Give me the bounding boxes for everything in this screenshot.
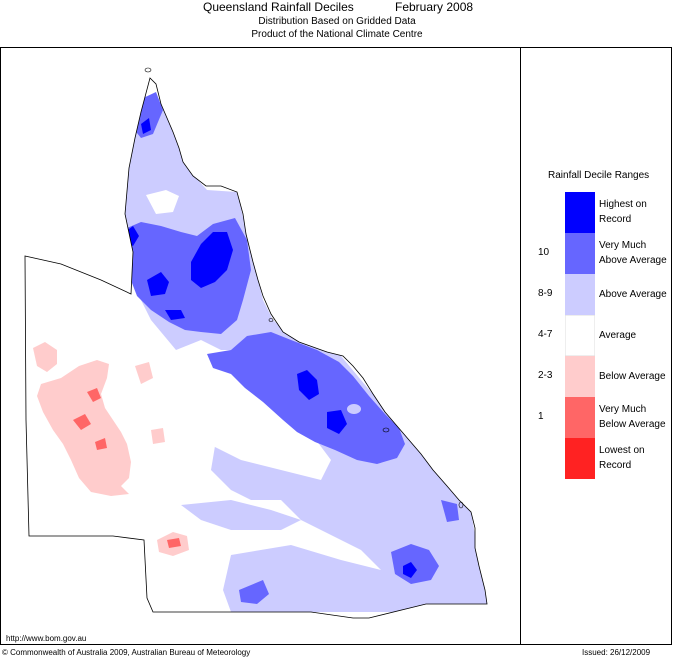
legend-code: 4-7 [538, 329, 553, 340]
legend-swatch [565, 192, 595, 233]
below-average-region-cape [179, 128, 187, 146]
map-title: Queensland Rainfall Deciles [203, 0, 354, 14]
legend-swatch [565, 233, 595, 274]
island-east-2 [382, 427, 390, 433]
island-north [144, 67, 152, 73]
legend-label-line1: Very Much [599, 404, 647, 415]
legend-label-line1: Highest on [599, 199, 647, 210]
above-average-region-west [181, 500, 301, 530]
very-much-above-region-southwest [239, 580, 269, 604]
highest-region-south [403, 562, 417, 578]
below-average-region-small-1 [135, 362, 153, 384]
legend-code: 2-3 [538, 370, 553, 381]
legend-swatch [565, 356, 595, 397]
highest-region-central-1 [297, 370, 319, 400]
subtitle-product: Product of the National Climate Centre [251, 29, 423, 40]
highest-region-gulf-1 [191, 232, 233, 288]
legend-label-line1: Average [599, 330, 637, 341]
below-average-region-small-2 [151, 428, 165, 444]
highest-region-central-2 [327, 410, 347, 434]
highest-region-gulf-2 [147, 272, 169, 296]
map-frame [0, 47, 672, 645]
legend-label: Average [599, 328, 674, 343]
legend-label-line2: Record [599, 460, 632, 471]
average-hole-2 [347, 404, 361, 414]
legend-swatch [565, 274, 595, 315]
legend-code: 10 [538, 247, 550, 258]
legend-divider [520, 47, 521, 645]
legend-label-line2: Above Average [599, 255, 667, 266]
legend-label-line1: Lowest on [599, 445, 645, 456]
very-much-below-region-4 [167, 538, 181, 548]
highest-region-gulf-4 [165, 310, 185, 320]
average-hole-1 [225, 380, 239, 390]
very-much-below-region-1 [87, 388, 101, 402]
map-period: February 2008 [395, 0, 474, 14]
very-much-above-region-east [441, 500, 459, 522]
average-patch-cape [146, 190, 179, 214]
legend-label-line2: Below Average [599, 419, 666, 430]
very-much-below-region-3 [95, 438, 107, 450]
legend-label-line1: Below Average [599, 371, 666, 382]
island-east-3 [458, 501, 464, 509]
footer-copyright: © Commonwealth of Australia 2009, Austra… [2, 648, 251, 657]
title-row: Queensland Rainfall Deciles February 200… [0, 0, 674, 16]
very-much-below-region-2 [73, 414, 91, 430]
above-average-region-central [291, 470, 431, 540]
legend-swatch [565, 438, 595, 479]
legend-title: Rainfall Decile Ranges [548, 170, 650, 181]
island-east-1 [268, 318, 274, 322]
footer-issued: Issued: 26/12/2009 [582, 648, 651, 657]
legend-label: Highest on Record [599, 197, 674, 227]
legend-label-line1: Above Average [599, 289, 667, 300]
legend-code: 8-9 [538, 288, 553, 299]
very-much-above-region-central [207, 332, 405, 464]
legend-label-line1: Very Much [599, 240, 647, 251]
legend-swatch [565, 397, 595, 438]
legend-label: Very Much Below Average [599, 402, 674, 432]
legend-label: Below Average [599, 369, 674, 384]
legend-label: Very Much Above Average [599, 238, 674, 268]
legend-label: Lowest on Record [599, 443, 674, 473]
legend-label: Above Average [599, 287, 674, 302]
below-average-region-northwest [33, 342, 57, 372]
legend-label-line2: Record [599, 214, 632, 225]
footer-url[interactable]: http://www.bom.gov.au [6, 634, 87, 643]
legend-code: 1 [538, 411, 544, 422]
subtitle-distribution: Distribution Based on Gridded Data [258, 16, 416, 27]
decile-regions [33, 90, 487, 612]
queensland-decile-map [24, 67, 488, 619]
legend-swatch [565, 315, 595, 356]
highest-region-cape [141, 118, 151, 134]
